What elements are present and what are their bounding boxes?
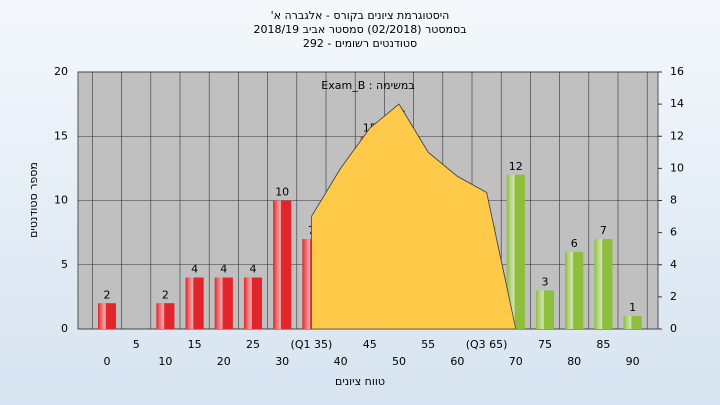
x-tick-label: 20: [217, 355, 231, 368]
y2-tick-label: 0: [670, 322, 677, 335]
data-label: 12: [509, 160, 523, 173]
x-tick-label: 30: [275, 355, 289, 368]
x-tick-label: 0: [104, 355, 111, 368]
data-label: 7: [600, 224, 607, 237]
y-tick-label: 20: [54, 65, 68, 78]
x-tick-label: 85: [596, 338, 610, 351]
x-tick-label: 15: [188, 338, 202, 351]
y2-tick-label: 10: [670, 161, 684, 174]
bar-shine: [565, 251, 584, 329]
data-label: 4: [250, 263, 257, 276]
y-tick-label: 5: [61, 258, 68, 271]
y-tick-label: 10: [54, 194, 68, 207]
y2-tick-label: 4: [670, 258, 677, 271]
annotation: במשימה : Exam_B: [321, 79, 414, 92]
y2-tick-label: 16: [670, 65, 684, 78]
chart-title: היסטוגרמת ציונים בקורס - אלגברה א': [271, 9, 450, 22]
y2-tick-label: 6: [670, 226, 677, 239]
chart-subtitle: סטודנטים רשומים - 292: [303, 37, 417, 50]
y2-tick-label: 8: [670, 194, 677, 207]
bar-shine: [156, 303, 175, 329]
y2-tick-label: 12: [670, 129, 684, 142]
x-tick-label: 60: [450, 355, 464, 368]
bar-shine: [594, 239, 613, 329]
bar-shine: [506, 174, 525, 329]
bar-shine: [185, 277, 204, 329]
x-tick-label: 50: [392, 355, 406, 368]
y-axis-label: מספר סטודנטים: [27, 162, 40, 238]
bar-shine: [536, 290, 554, 329]
x-tick-label: 10: [158, 355, 172, 368]
data-label: 2: [162, 288, 169, 301]
x-tick-label: 75: [538, 338, 552, 351]
data-label: 6: [571, 237, 578, 250]
x-tick-label: 40: [334, 355, 348, 368]
data-label: 3: [542, 275, 549, 288]
x-tick-label: 55: [421, 338, 435, 351]
x-tick-label: 70: [509, 355, 523, 368]
x-tick-label: (Q3 65): [466, 338, 508, 351]
x-tick-label: (Q1 35): [291, 338, 333, 351]
data-label: 10: [275, 186, 289, 199]
bar-shine: [623, 316, 642, 329]
y2-tick-label: 2: [670, 290, 677, 303]
x-tick-label: 25: [246, 338, 260, 351]
chart-subtitle: בסמסטר (02/2018) סמסטר אביב 2018/19: [253, 23, 466, 36]
data-label: 2: [104, 288, 111, 301]
data-label: 4: [191, 263, 198, 276]
x-tick-label: 80: [567, 355, 581, 368]
bar-shine: [98, 303, 116, 329]
x-tick-label: 5: [133, 338, 140, 351]
x-tick-label: 45: [363, 338, 377, 351]
data-label: 1: [629, 301, 636, 314]
bar-shine: [214, 277, 233, 329]
x-axis-label: טווח ציונים: [335, 375, 385, 388]
y-tick-label: 0: [61, 322, 68, 335]
bar-shine: [273, 200, 292, 329]
y-tick-label: 15: [54, 129, 68, 142]
area: [311, 103, 517, 330]
data-label: 4: [220, 263, 227, 276]
bar-shine: [244, 277, 262, 329]
y2-tick-label: 14: [670, 97, 684, 110]
x-tick-label: 90: [626, 355, 640, 368]
